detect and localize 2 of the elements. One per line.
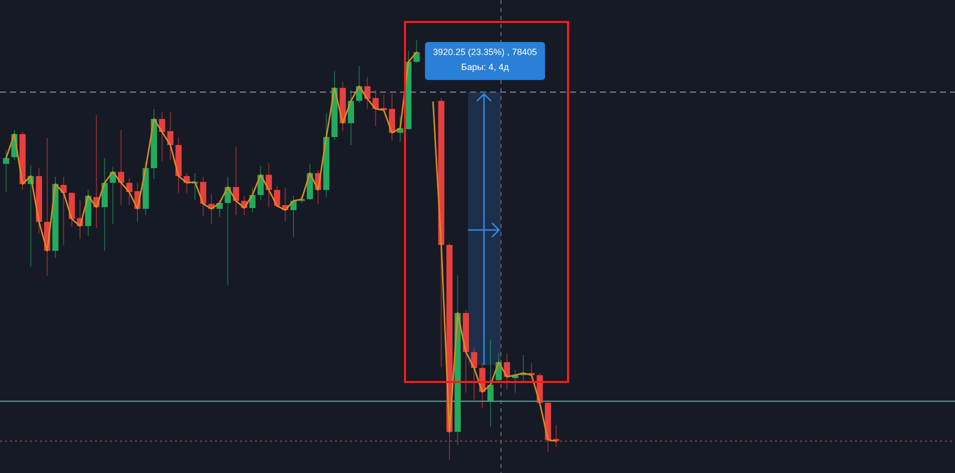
annotation: 3920.25 (23.35%) , 78405 (432, 47, 538, 57)
annotation: Бары: 4, 4д (461, 62, 510, 72)
